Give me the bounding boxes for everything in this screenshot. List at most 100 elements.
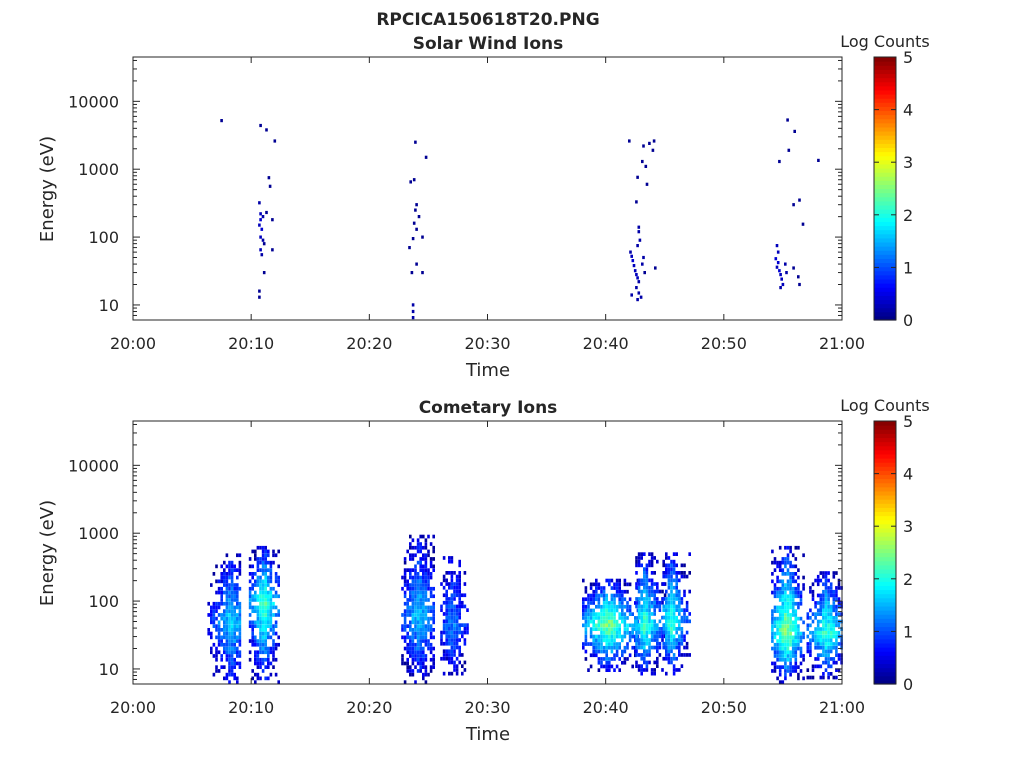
heatmap-cell [440, 638, 443, 642]
heatmap-cell [602, 657, 606, 661]
heatmap-cell [786, 631, 790, 636]
heatmap-cell [675, 593, 678, 598]
heatmap-cell [623, 616, 627, 620]
heatmap-cell [781, 613, 785, 617]
heatmap-cell [806, 634, 810, 639]
y-axis-label: Energy (eV) [37, 136, 58, 242]
heatmap-cell [778, 590, 782, 595]
heatmap-cell [587, 604, 590, 609]
heatmap-cell [670, 641, 673, 646]
heatmap-cell [605, 593, 608, 598]
heatmap-cell [264, 579, 267, 584]
heatmap-cell [233, 613, 236, 617]
heatmap-cell [415, 203, 418, 207]
heatmap-cell [264, 583, 267, 587]
heatmap-cell [640, 582, 643, 586]
heatmap-cell [230, 601, 234, 606]
heatmap-cell [448, 559, 451, 564]
heatmap-cell [228, 564, 231, 569]
heatmap-cell [277, 575, 280, 580]
heatmap-cell [650, 578, 654, 583]
heatmap-cell [450, 660, 454, 665]
heatmap-cell [269, 601, 273, 606]
heatmap-cell [223, 620, 226, 625]
heatmap-cell [600, 604, 603, 609]
heatmap-cell [223, 572, 226, 576]
heatmap-cell [453, 664, 456, 668]
heatmap-cell [667, 563, 671, 568]
heatmap-cell [589, 593, 593, 598]
heatmap-cell [408, 246, 411, 250]
heatmap-cell [771, 579, 774, 584]
heatmap-cell [784, 262, 787, 266]
heatmap-cell [672, 597, 676, 601]
heatmap-cell [824, 649, 828, 654]
y-tick-label: 100 [88, 592, 119, 611]
heatmap-cell [822, 597, 825, 601]
heatmap-cell [251, 635, 254, 640]
heatmap-cell [605, 645, 608, 650]
heatmap-cell [584, 586, 588, 590]
heatmap-cell [650, 582, 654, 586]
heatmap-cell [773, 586, 777, 591]
heatmap-cell [675, 608, 678, 612]
heatmap-cell [236, 590, 239, 595]
heatmap-cell [453, 660, 456, 665]
heatmap-cell [809, 642, 812, 646]
heatmap-cell [411, 635, 415, 640]
heatmap-cell [406, 598, 409, 602]
heatmap-cell [618, 586, 621, 590]
heatmap-cell [816, 574, 820, 579]
heatmap-cell [225, 650, 229, 655]
heatmap-cell [618, 623, 621, 628]
heatmap-cell [230, 672, 234, 677]
heatmap-cell [251, 642, 254, 647]
y-tick-label: 10000 [68, 92, 119, 111]
heatmap-cell [261, 661, 265, 666]
heatmap-cell [595, 649, 598, 654]
colorbar-step [874, 73, 896, 79]
heatmap-cell [448, 653, 451, 657]
heatmap-cell [416, 620, 420, 625]
heatmap-cell [667, 649, 671, 654]
heatmap-cell [613, 616, 616, 620]
heatmap-cell [794, 631, 798, 636]
heatmap-cell [643, 615, 646, 620]
heatmap-cell [636, 276, 639, 280]
heatmap-cell [458, 615, 461, 620]
heatmap-cell [223, 665, 226, 669]
heatmap-cell [786, 613, 790, 617]
heatmap-cell [228, 624, 231, 628]
heatmap-cell [771, 616, 774, 621]
heatmap-cell [819, 612, 823, 616]
heatmap-cell [816, 601, 820, 605]
heatmap-cell [256, 594, 260, 599]
heatmap-cell [778, 605, 782, 610]
heatmap-cell [233, 564, 236, 569]
heatmap-cell [414, 635, 417, 640]
heatmap-cell [640, 668, 643, 672]
heatmap-cell [637, 627, 641, 631]
heatmap-cell [409, 598, 412, 602]
heatmap-cell [811, 664, 815, 669]
heatmap-cell [685, 653, 689, 657]
heatmap-cell [230, 560, 234, 565]
heatmap-cell [424, 680, 428, 684]
heatmap-cell [254, 598, 257, 602]
heatmap-cell [254, 557, 257, 561]
heatmap-cell [264, 650, 267, 655]
heatmap-cell [422, 568, 425, 572]
heatmap-cell [448, 556, 451, 560]
heatmap-cell [608, 634, 611, 639]
heatmap-cell [802, 586, 805, 591]
heatmap-cell [223, 601, 226, 606]
heatmap-cell [658, 634, 662, 639]
heatmap-cell [824, 601, 828, 605]
heatmap-cell [773, 642, 777, 647]
heatmap-cell [827, 608, 830, 613]
heatmap-cell [274, 657, 278, 662]
heatmap-cell [811, 675, 815, 680]
heatmap-cell [602, 601, 606, 605]
heatmap-cell [653, 597, 656, 601]
